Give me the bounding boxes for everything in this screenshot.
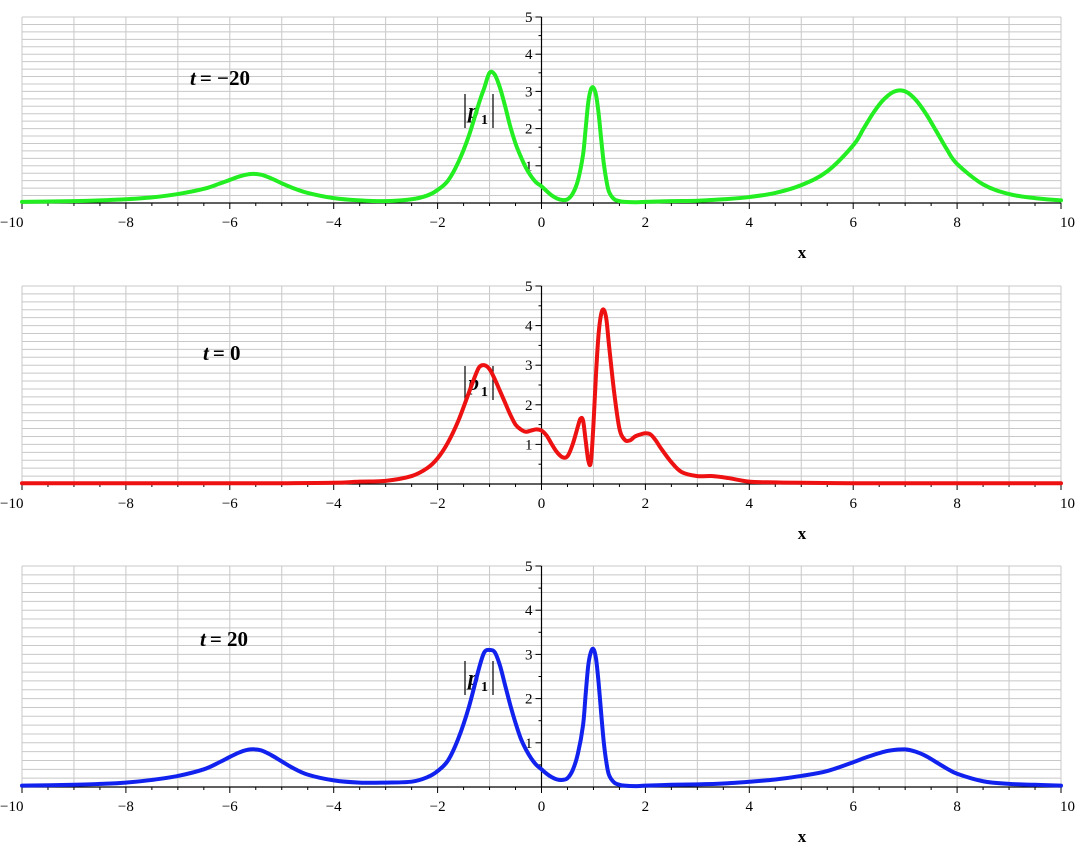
x-tick-label: −6 bbox=[222, 799, 238, 815]
x-tick-label: −10 bbox=[0, 496, 23, 512]
x-tick-label: 6 bbox=[849, 496, 857, 512]
x-tick-label: −8 bbox=[118, 496, 134, 512]
y-label-subscript: 1 bbox=[481, 113, 488, 128]
x-tick-label: −2 bbox=[430, 215, 446, 231]
x-tick-label: −2 bbox=[430, 496, 446, 512]
x-tick-label: 2 bbox=[642, 799, 650, 815]
x-tick-label: −6 bbox=[222, 496, 238, 512]
x-tick-label: −10 bbox=[0, 215, 23, 231]
x-tick-label: 4 bbox=[746, 799, 754, 815]
y-tick-label: 5 bbox=[525, 10, 533, 26]
y-tick-label: 3 bbox=[525, 84, 533, 100]
x-tick-label: 4 bbox=[746, 496, 754, 512]
y-tick-label: 1 bbox=[525, 159, 533, 175]
series-line bbox=[20, 307, 1063, 486]
x-tick-label: −8 bbox=[118, 799, 134, 815]
time-symbol: t bbox=[200, 627, 207, 651]
y-tick-label: 4 bbox=[525, 47, 533, 63]
x-tick-label: 8 bbox=[953, 496, 961, 512]
x-tick-label: 0 bbox=[538, 496, 546, 512]
x-tick-label: 8 bbox=[953, 215, 961, 231]
time-value: = 20 bbox=[210, 627, 248, 651]
x-tick-label: 2 bbox=[642, 215, 650, 231]
time-value: = 0 bbox=[213, 341, 241, 365]
x-tick-label: −8 bbox=[118, 215, 134, 231]
x-tick-label: −4 bbox=[326, 799, 342, 815]
x-tick-label: −4 bbox=[326, 496, 342, 512]
y-tick-label: 2 bbox=[525, 692, 533, 708]
time-annotation: t = 20 bbox=[200, 627, 248, 651]
x-tick-label: 6 bbox=[849, 215, 857, 231]
x-tick-label: −10 bbox=[0, 799, 23, 815]
x-tick-label: 6 bbox=[849, 799, 857, 815]
y-tick-label: 4 bbox=[525, 319, 533, 335]
y-tick-label: 3 bbox=[525, 358, 533, 374]
x-tick-label: 10 bbox=[1060, 496, 1075, 512]
y-tick-label: 5 bbox=[525, 559, 533, 575]
x-tick-label: 0 bbox=[538, 799, 546, 815]
x-axis-label: x bbox=[798, 243, 807, 262]
x-tick-label: 0 bbox=[538, 215, 546, 231]
x-tick-label: 10 bbox=[1060, 215, 1075, 231]
y-label-subscript: 1 bbox=[481, 680, 488, 695]
x-axis-label: x bbox=[798, 524, 807, 543]
y-tick-label: 4 bbox=[525, 603, 533, 619]
y-tick-label: 2 bbox=[525, 122, 533, 138]
y-tick-label: 1 bbox=[525, 437, 533, 453]
y-tick-label: 1 bbox=[525, 736, 533, 752]
time-annotation: t = 0 bbox=[203, 341, 241, 365]
time-value: = −20 bbox=[200, 66, 250, 90]
time-symbol: t bbox=[203, 341, 210, 365]
y-label-subscript: 1 bbox=[481, 385, 488, 400]
x-axis-label: x bbox=[798, 827, 807, 846]
series-line bbox=[20, 646, 1063, 789]
x-tick-label: −6 bbox=[222, 215, 238, 231]
x-tick-label: −4 bbox=[326, 215, 342, 231]
y-tick-label: 3 bbox=[525, 647, 533, 663]
time-annotation: t = −20 bbox=[190, 66, 250, 90]
time-symbol: t bbox=[190, 66, 197, 90]
x-tick-label: 8 bbox=[953, 799, 961, 815]
y-tick-label: 2 bbox=[525, 398, 533, 414]
y-tick-label: 5 bbox=[525, 279, 533, 295]
series-line bbox=[20, 69, 1063, 205]
x-tick-label: −2 bbox=[430, 799, 446, 815]
x-tick-label: 4 bbox=[746, 215, 754, 231]
x-tick-label: 10 bbox=[1060, 799, 1075, 815]
x-tick-label: 2 bbox=[642, 496, 650, 512]
